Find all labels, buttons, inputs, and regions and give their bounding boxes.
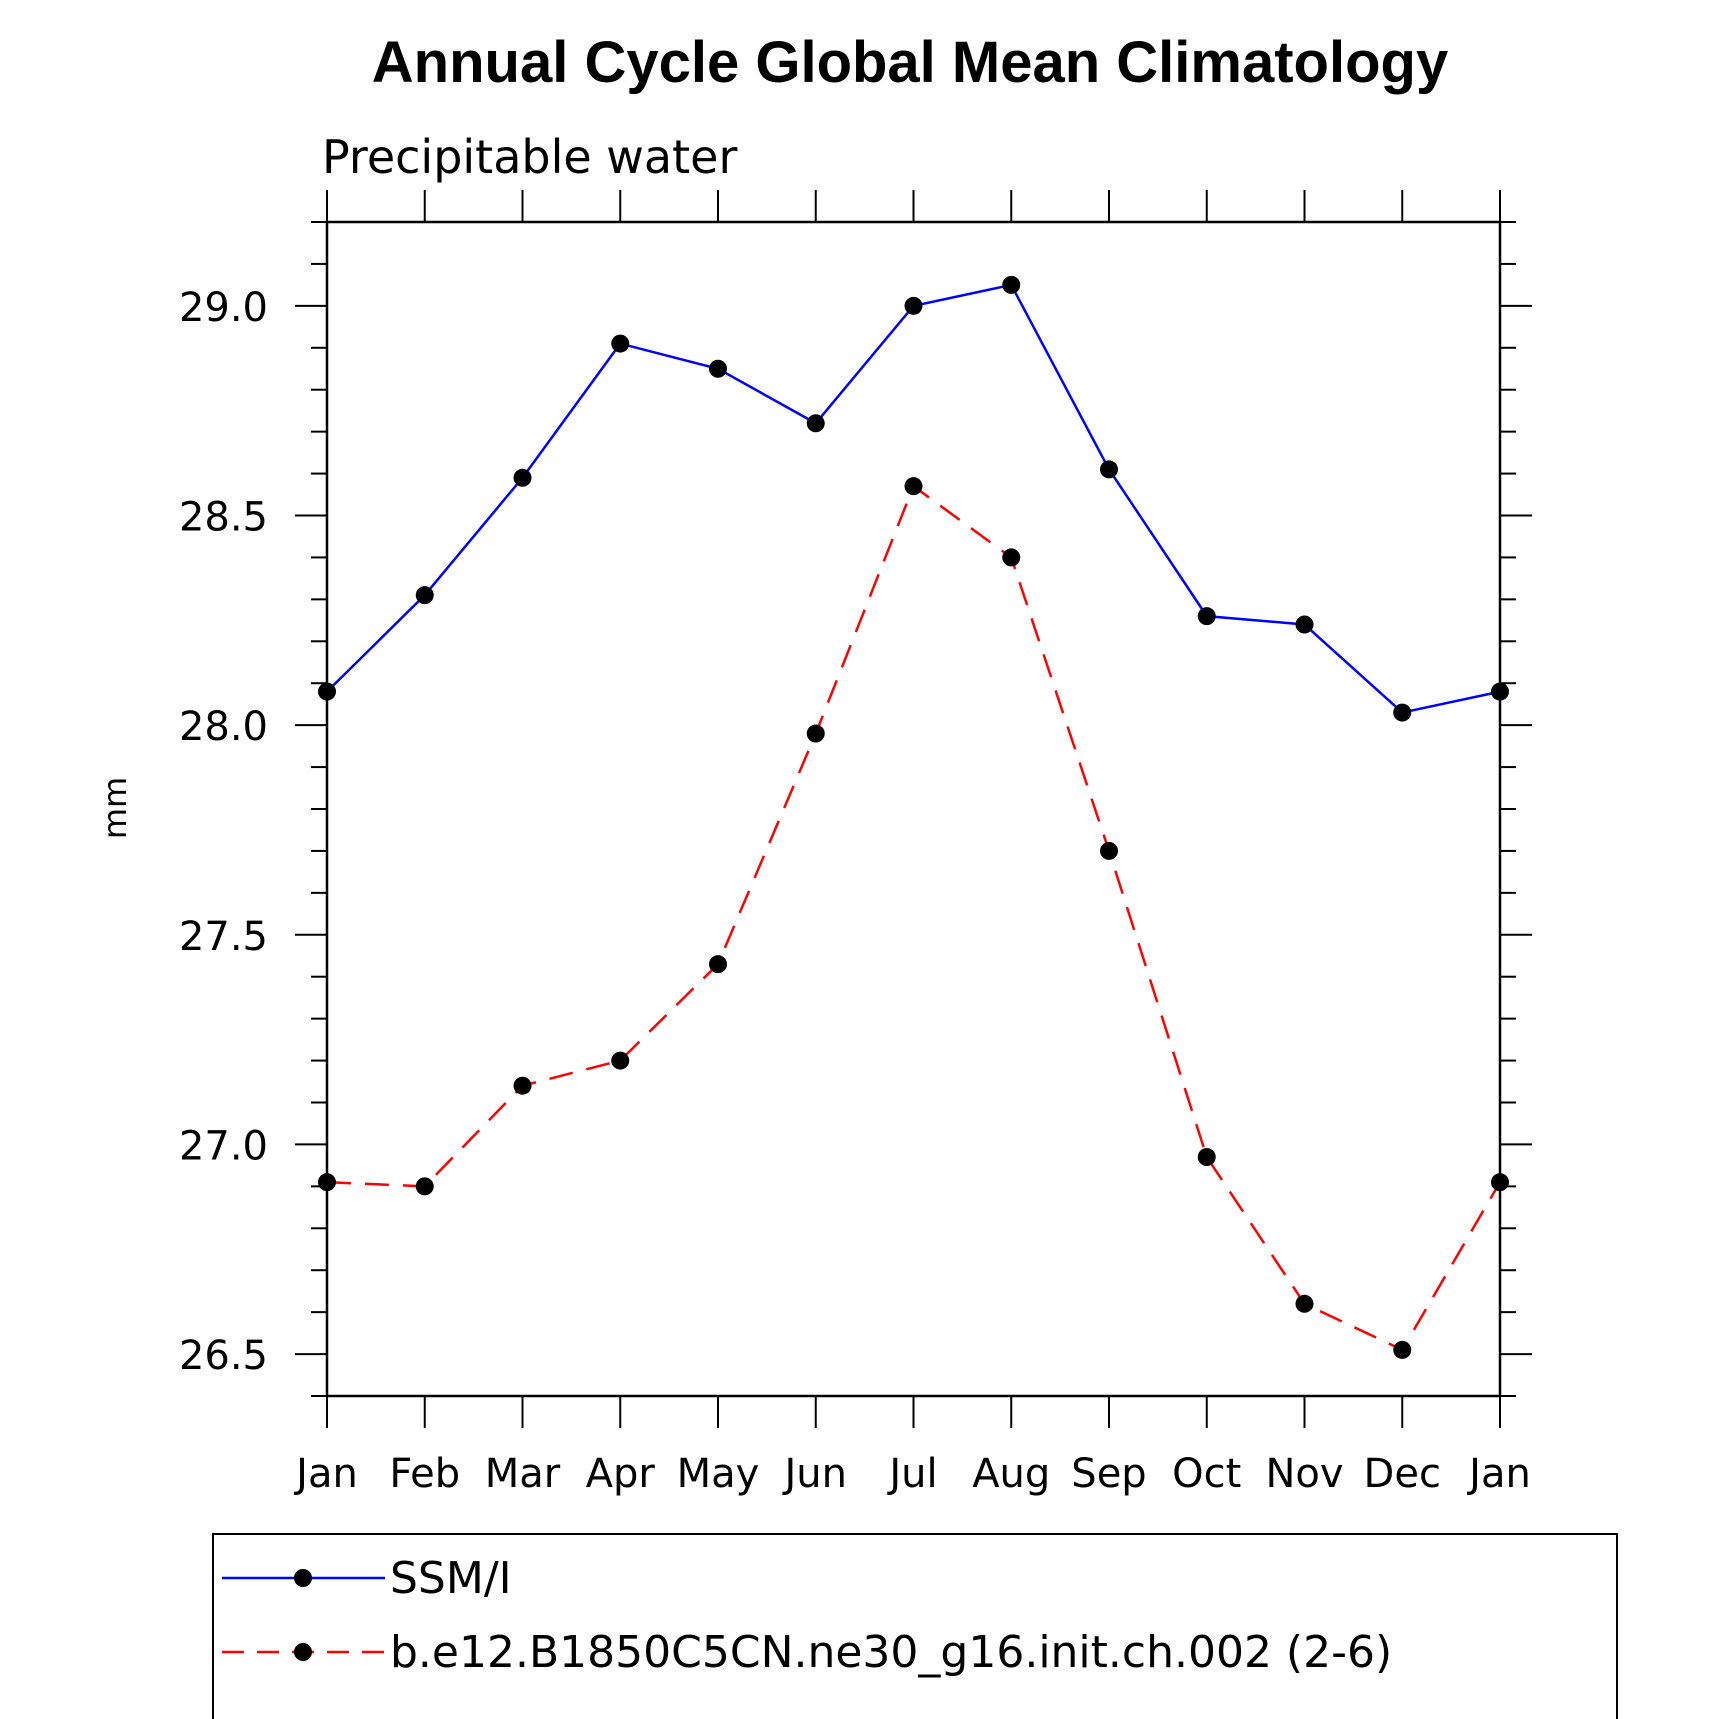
series-1-point [611, 334, 630, 353]
y-tick-label: 27.5 [179, 914, 268, 960]
chart-subtitle: Precipitable water [322, 130, 737, 184]
y-tick-label: 28.0 [179, 704, 268, 750]
y-axis-label: mm [96, 777, 134, 839]
series-2-point [709, 955, 727, 974]
legend-box [212, 1533, 1618, 1719]
x-tick-label: Jun [782, 1451, 848, 1497]
series-1-point [415, 586, 434, 605]
series-2-point [1393, 1340, 1412, 1359]
series-line-1 [326, 283, 1501, 714]
legend: SSM/I b.e12.B1850C5CN.ne30_g16.init.ch.00… [212, 1533, 1618, 1719]
plot-area: 26.5 27.0 27.5 28.0 28.5 29.0 Jan Feb Mar Apr May J… [179, 190, 1532, 1497]
x-tick-label: Feb [389, 1451, 460, 1497]
series-2-point [1197, 1148, 1216, 1167]
y-tick-label: 29.0 [179, 285, 268, 331]
chart-title: Annual Cycle Global Mean Climatology [372, 30, 1448, 95]
y-tick-label: 27.0 [179, 1123, 268, 1169]
series-1-point [806, 414, 825, 433]
series-2-point [1002, 548, 1021, 567]
x-tick-label: Nov [1265, 1451, 1343, 1497]
x-tick-label: Dec [1364, 1451, 1441, 1497]
legend-swatch-marker [294, 1569, 312, 1587]
series-1-point [904, 296, 923, 315]
x-tick-label: Jan [293, 1451, 358, 1497]
series-1-point [1002, 275, 1021, 294]
series-2-point [513, 1076, 532, 1095]
series-2-point [1491, 1173, 1509, 1192]
series-2-point [415, 1177, 434, 1196]
x-tick-label: Aug [972, 1451, 1050, 1497]
x-tick-label: Sep [1071, 1451, 1146, 1497]
plot-frame [325, 220, 1502, 1398]
series-1-point [513, 468, 532, 487]
x-tick-label: Jan [1466, 1451, 1531, 1497]
series-2-point [318, 1173, 336, 1192]
series-2-point [806, 724, 825, 743]
x-tick-label: Apr [586, 1451, 656, 1497]
series-line-2 [326, 484, 1502, 1352]
series-1-point [709, 359, 727, 378]
legend-label: b.e12.B1850C5CN.ne30_g16.init.ch.002 (2-… [390, 1627, 1392, 1678]
series-2-point [904, 477, 923, 496]
y-tick-label: 28.5 [179, 495, 268, 541]
y-tick-label: 26.5 [179, 1333, 268, 1379]
x-tick-label: Oct [1172, 1451, 1241, 1497]
series-1-point [1100, 460, 1118, 479]
series-2-point [1295, 1294, 1314, 1313]
legend-swatch-marker [294, 1643, 312, 1661]
series-1-point [1295, 615, 1314, 634]
series-2-point [1100, 841, 1118, 860]
series-2-point [611, 1051, 630, 1070]
series-1-point [1491, 682, 1509, 701]
x-tick-label: Jul [886, 1451, 937, 1497]
x-tick-label: Mar [485, 1451, 561, 1497]
x-tick-label: May [677, 1451, 760, 1497]
series-1-point [318, 682, 336, 701]
series-1-point [1197, 607, 1216, 626]
series-1-point [1393, 703, 1412, 722]
legend-label: SSM/I [390, 1553, 512, 1604]
